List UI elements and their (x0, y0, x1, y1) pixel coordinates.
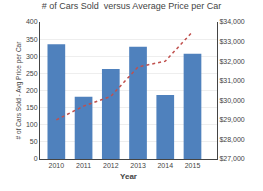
svg-text:200: 200 (26, 87, 38, 94)
svg-text:$27,000: $27,000 (219, 155, 244, 162)
svg-text:# of Cars Sold versus Average: # of Cars Sold versus Average Price per … (42, 1, 221, 11)
svg-text:300: 300 (26, 53, 38, 60)
svg-text:Year: Year (120, 172, 137, 181)
svg-text:350: 350 (26, 36, 38, 43)
svg-text:150: 150 (26, 104, 38, 111)
svg-text:400: 400 (26, 18, 38, 25)
svg-text:0: 0 (34, 155, 38, 162)
svg-text:100: 100 (26, 121, 38, 128)
svg-text:$31,000: $31,000 (219, 77, 244, 84)
svg-text:50: 50 (30, 138, 38, 145)
svg-text:# of Cars Sold - Avg Price per: # of Cars Sold - Avg Price per Car (15, 41, 23, 140)
svg-text:$30,000: $30,000 (219, 97, 244, 104)
svg-text:2010: 2010 (49, 162, 65, 169)
svg-text:2012: 2012 (103, 162, 119, 169)
svg-text:2015: 2015 (185, 162, 201, 169)
svg-text:2014: 2014 (157, 162, 173, 169)
svg-text:$32,000: $32,000 (219, 58, 244, 65)
svg-text:$34,000: $34,000 (219, 18, 244, 25)
svg-text:250: 250 (26, 70, 38, 77)
svg-text:2013: 2013 (130, 162, 146, 169)
svg-text:$33,000: $33,000 (219, 38, 244, 45)
svg-text:$29,000: $29,000 (219, 116, 244, 123)
svg-text:$28,000: $28,000 (219, 136, 244, 143)
svg-text:2011: 2011 (76, 162, 91, 169)
